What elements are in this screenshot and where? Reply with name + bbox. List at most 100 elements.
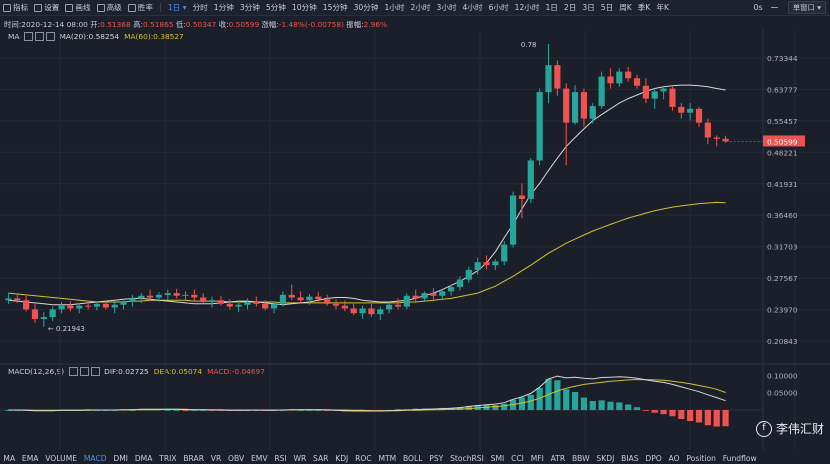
eye-icon[interactable] — [69, 367, 79, 376]
indicator-tab-boll[interactable]: BOLL — [402, 453, 423, 463]
indicator-tab-roc[interactable]: ROC — [355, 453, 372, 463]
indicator-tab-obv[interactable]: OBV — [228, 453, 245, 463]
timeframe-2[interactable]: 1分钟 — [213, 3, 234, 12]
macd-legend: MACD(12,26,9) DIF:0.02725 DEA:0.05074 MA… — [8, 367, 265, 376]
indicator-tab-vr[interactable]: VR — [210, 453, 222, 463]
indicator-tab-mtm[interactable]: MTM — [378, 453, 397, 463]
timeframe-11[interactable]: 4小时 — [462, 3, 483, 12]
candle-body — [474, 262, 481, 270]
macd-bar — [297, 410, 304, 411]
candle-body — [217, 300, 225, 304]
minimize-icon[interactable] — [770, 7, 778, 8]
price-tick-label: 0.48221 — [767, 148, 798, 157]
close-icon[interactable] — [46, 32, 56, 41]
close-icon[interactable] — [91, 367, 101, 376]
min-price-label: ← 0.21943 — [48, 325, 85, 333]
indicator-tab-volume[interactable]: VOLUME — [45, 453, 78, 463]
tool-layers[interactable]: 高级 — [94, 2, 125, 13]
candle-body — [288, 294, 295, 298]
timeframe-20[interactable]: 年K — [656, 3, 669, 12]
candle-body — [651, 91, 658, 99]
eye-icon[interactable] — [24, 32, 34, 41]
macd-bar — [191, 410, 198, 411]
indicator-tab-dmi[interactable]: DMI — [113, 453, 129, 463]
macd-axis: 0.10000 0.05000 — [767, 371, 798, 397]
candle-body — [58, 305, 65, 310]
timeframe-15[interactable]: 2日 — [563, 3, 577, 12]
indicator-tab-ema[interactable]: EMA — [21, 453, 39, 463]
tool-pencil[interactable]: 画线 — [62, 2, 93, 13]
indicator-tab-bias[interactable]: BIAS — [621, 453, 639, 463]
indicator-tab-sar[interactable]: SAR — [313, 453, 329, 463]
settings-icon[interactable] — [35, 32, 45, 41]
indicator-tab-dpo[interactable]: DPO — [645, 453, 662, 463]
indicator-tab-brar[interactable]: BRAR — [183, 453, 204, 463]
timeframe-5[interactable]: 10分钟 — [291, 3, 317, 12]
timeframe-8[interactable]: 1小时 — [384, 3, 405, 12]
indicator-tab-fundflow[interactable]: Fundflow — [722, 453, 757, 463]
indicator-tab-mfi[interactable]: MFI — [530, 453, 544, 463]
indicator-tab-atr[interactable]: ATR — [550, 453, 566, 463]
candle-body — [31, 309, 39, 319]
window-mode-select[interactable]: 单窗口 ▾ — [787, 1, 826, 14]
amplitude-label: 振幅: — [346, 20, 364, 29]
timeframe-1[interactable]: 分时 — [192, 3, 208, 12]
timeframe-9[interactable]: 2小时 — [410, 3, 431, 12]
candle-body — [527, 160, 534, 199]
candle-body — [713, 137, 720, 139]
candle-body — [536, 92, 543, 161]
indicator-tab-emv[interactable]: EMV — [250, 453, 268, 463]
macd-legend-name: MACD(12,26,9) — [8, 367, 65, 376]
timeframe-18[interactable]: 周K — [619, 3, 632, 12]
indicator-tab-wr[interactable]: WR — [293, 453, 307, 463]
indicator-tab-ma[interactable]: MA — [3, 453, 16, 463]
indicator-tab-cci[interactable]: CCI — [511, 453, 524, 463]
indicator-tab-smi[interactable]: SMI — [490, 453, 505, 463]
timeframe-19[interactable]: 季K — [637, 3, 651, 12]
candle-body — [102, 303, 109, 308]
candle-body — [332, 303, 340, 306]
low-label: 低: — [175, 20, 186, 29]
indicator-tab-trix[interactable]: TRIX — [159, 453, 177, 463]
low-value: 0.50347 — [185, 20, 217, 29]
timeframe-17[interactable]: 5日 — [600, 3, 614, 12]
candle-body — [589, 106, 596, 119]
candle-body — [235, 304, 242, 307]
timeframe-3[interactable]: 3分钟 — [239, 3, 260, 12]
candle-body — [607, 76, 614, 84]
candle-body — [430, 293, 437, 296]
candle-body — [580, 92, 588, 119]
price-chart[interactable]: 0.73344 0.63777 0.55457 0.48221 0.41931 0.364… — [0, 0, 830, 452]
timeframe-7[interactable]: 30分钟 — [353, 3, 379, 12]
candle-body — [465, 269, 472, 280]
timeframe-10[interactable]: 3小时 — [436, 3, 457, 12]
candle-body — [350, 308, 357, 314]
timeframe-13[interactable]: 12小时 — [514, 3, 540, 12]
indicator-tab-position[interactable]: Position — [686, 453, 716, 463]
macd-bar — [616, 402, 623, 410]
timeframe-12[interactable]: 6小时 — [488, 3, 509, 12]
indicator-tab-kdj[interactable]: KDJ — [335, 453, 349, 463]
macd-bar — [129, 410, 136, 411]
indicator-tab-psy[interactable]: PSY — [429, 453, 444, 463]
indicator-tab-dma[interactable]: DMA — [134, 453, 153, 463]
indicator-tab-stochrsi[interactable]: StochRSI — [450, 453, 484, 463]
indicator-tab-ao[interactable]: AO — [668, 453, 680, 463]
ma60-line — [8, 201, 726, 304]
timeframe-16[interactable]: 3日 — [582, 3, 595, 12]
candle-body — [279, 294, 286, 304]
tool-indicator[interactable]: 指标 — [0, 2, 31, 13]
timeframe-0[interactable]: 1日 ▾ — [167, 3, 187, 12]
indicator-tab-macd[interactable]: MACD — [83, 453, 107, 463]
timeframe-14[interactable]: 1日 — [545, 3, 558, 12]
indicator-tab-skdj[interactable]: SKDJ — [596, 453, 615, 463]
tool-gear[interactable]: 设置 — [31, 2, 62, 13]
indicator-tab-bbw[interactable]: BBW — [571, 453, 590, 463]
tool-clock[interactable]: 胜率 — [125, 2, 156, 13]
candle-body — [695, 108, 703, 123]
settings-icon[interactable] — [80, 367, 90, 376]
indicator-tab-rsi[interactable]: RSI — [274, 453, 287, 463]
timeframe-6[interactable]: 15分钟 — [322, 3, 348, 12]
timeframe-4[interactable]: 5分钟 — [265, 3, 286, 12]
macd-bar — [678, 410, 685, 419]
